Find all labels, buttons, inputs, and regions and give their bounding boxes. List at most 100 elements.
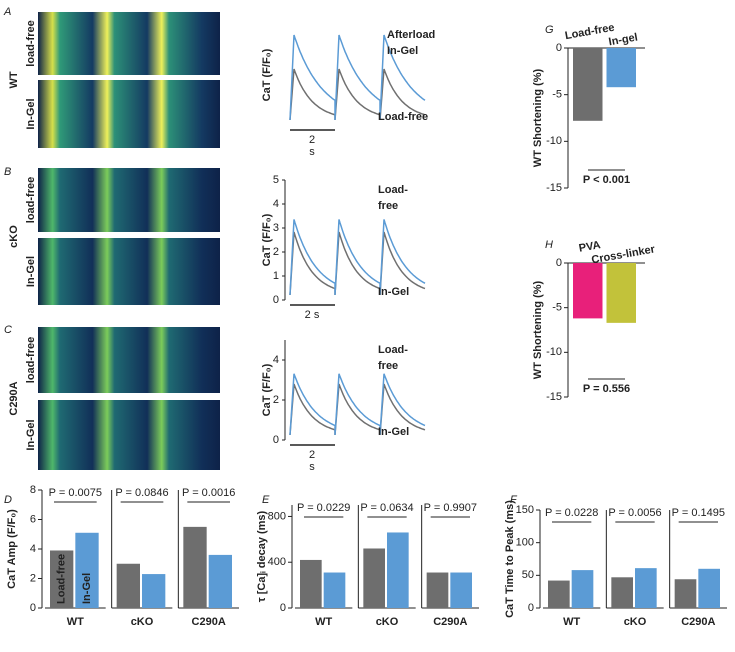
line-scan-image [38,80,220,148]
y-tick-label: -10 [546,346,562,358]
category-label: WT [315,616,332,628]
line-scan-image [38,238,220,305]
y-tick-label: 0 [556,42,562,54]
panel-label: H [545,239,553,251]
scale-label: 2 [309,134,315,146]
image-label: In-Gel [25,419,37,450]
category-label: C290A [433,616,467,628]
bar [450,572,472,608]
y-tick-label: 4 [273,198,279,210]
y-tick-label: 0 [280,602,286,614]
y-tick-label: 800 [268,510,286,522]
scale-label: s [309,146,315,158]
y-tick-label: 3 [273,222,279,234]
y-tick-label: -15 [546,182,562,194]
panel-label: E [262,494,270,506]
bar [142,574,166,608]
bar-label: Load-free [56,554,68,604]
calcium-trace [289,373,426,436]
bar [300,559,322,608]
bar [50,550,74,608]
image-label: In-Gel [25,98,37,129]
image-label: load-free [25,337,37,383]
p-value: P = 0.0228 [545,507,598,519]
bar [674,579,697,608]
y-axis-label: CaT Time to Peak (ms) [504,500,516,618]
trace-ylabel: CaT (F/F₀) [261,363,273,416]
calcium-trace [289,383,426,436]
line-scan-image [38,168,220,232]
bar [208,554,232,608]
panel-label: C [4,324,12,336]
trace-label: In-Gel [387,45,418,57]
y-tick-label: 6 [30,513,36,525]
y-tick-label: 8 [30,484,36,496]
image-label: load-free [25,177,37,223]
panel-label: B [4,166,11,178]
bar [606,48,636,88]
line-scan-image [38,327,220,393]
image-label: load-free [25,20,37,66]
y-tick-label: 0 [528,602,534,614]
trace-ylabel: CaT (F/F₀) [261,213,273,266]
bar [323,572,346,608]
p-value: P = 0.556 [583,383,630,395]
y-tick-label: 50 [522,569,534,581]
category-label: C290A [192,616,226,628]
y-axis-label: WT Shortening (%) [532,280,544,379]
trace-label: Load-free [378,111,428,123]
y-tick-label: -5 [552,302,562,314]
bar [573,263,603,319]
y-tick-label: 5 [273,174,279,186]
p-value: P = 0.0075 [49,487,102,499]
y-tick-label: 1 [273,270,279,282]
bar [426,572,449,608]
p-value: P = 0.0634 [360,502,413,514]
panel-label: D [4,494,12,506]
panel-label: G [545,24,554,36]
trace-label: Afterload [387,29,435,41]
y-tick-label: 0 [556,257,562,269]
genotype-label: cKO [8,225,20,248]
bar [387,532,409,608]
bar [75,532,99,608]
scale-label: 2 [309,449,315,461]
category-label: WT [67,616,84,628]
y-tick-label: -15 [546,391,562,403]
line-scan-image [38,12,220,75]
bar [606,263,636,323]
p-value: P = 0.0229 [297,502,350,514]
y-tick-label: 150 [516,504,534,516]
bar [573,48,603,121]
panel-label: A [3,6,11,18]
y-tick-label: -5 [552,89,562,101]
category-label: cKO [376,616,399,628]
trace-label: In-Gel [378,426,409,438]
scale-label: 2 s [305,309,320,321]
trace-label: Load- [378,344,408,356]
bar [635,568,657,608]
trace-label: free [378,200,398,212]
p-value: P = 0.1495 [672,507,725,519]
calcium-trace [289,68,426,121]
trace-ylabel: CaT (F/F₀) [261,48,273,101]
category-label: WT [563,616,580,628]
bar [116,563,140,608]
bar [183,526,207,608]
scale-label: s [309,461,315,473]
y-tick-label: 2 [273,246,279,258]
p-value: P = 0.0846 [115,487,168,499]
bar [571,570,594,608]
bar [611,577,633,608]
p-value: P = 0.0016 [182,487,235,499]
trace-label: free [378,360,398,372]
p-value: P = 0.0056 [608,507,661,519]
category-label: PVA [578,239,602,255]
y-tick-label: 4 [30,543,36,555]
calcium-trace [289,34,426,121]
category-label: In-gel [608,31,639,48]
y-tick-label: 4 [273,354,279,366]
image-label: In-Gel [25,256,37,287]
category-label: cKO [131,616,154,628]
